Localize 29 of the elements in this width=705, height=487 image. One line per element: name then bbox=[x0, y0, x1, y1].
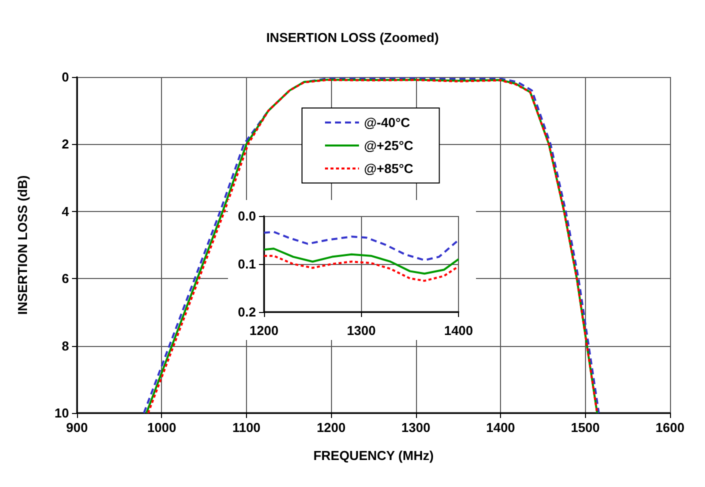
x-tick-label: 1100 bbox=[232, 420, 261, 435]
legend-label: @-40°C bbox=[364, 115, 411, 130]
y-tick-label: 0.2 bbox=[238, 304, 256, 320]
x-tick-label: 1400 bbox=[444, 323, 473, 338]
y-tick-label: 8 bbox=[62, 338, 69, 354]
line-series bbox=[263, 230, 460, 262]
y-tick-label: 2 bbox=[62, 136, 69, 152]
y-tick-label: 10 bbox=[54, 406, 69, 420]
x-tick-label: 1000 bbox=[147, 420, 176, 435]
y-tick-label: 6 bbox=[62, 271, 69, 286]
x-tick-label: 1200 bbox=[316, 420, 346, 435]
text: 0.0 bbox=[238, 208, 256, 224]
x-tick-label: 1500 bbox=[570, 420, 600, 435]
line-series bbox=[263, 254, 460, 282]
x-axis-title: FREQUENCY (MHz) bbox=[313, 448, 434, 463]
y-axis-title: INSERTION LOSS (dB) bbox=[15, 175, 30, 315]
line-series bbox=[263, 248, 460, 275]
legend-label: @+25°C bbox=[364, 138, 414, 153]
x-tick-label: 900 bbox=[66, 420, 88, 435]
legend-label: @+85°C bbox=[364, 161, 414, 176]
x-tick-label: 1300 bbox=[346, 323, 376, 338]
chart-title: INSERTION LOSS (Zoomed) bbox=[266, 30, 439, 45]
x-tick-label: 1300 bbox=[401, 420, 430, 435]
y-tick-label: 0.1 bbox=[238, 256, 256, 272]
x-tick-label: 1600 bbox=[656, 420, 684, 435]
y-tick-label: 4 bbox=[62, 204, 70, 219]
x-tick-label: 1400 bbox=[486, 420, 516, 435]
x-tick-label: 1200 bbox=[250, 323, 278, 338]
y-tick-label: 0 bbox=[62, 70, 69, 84]
